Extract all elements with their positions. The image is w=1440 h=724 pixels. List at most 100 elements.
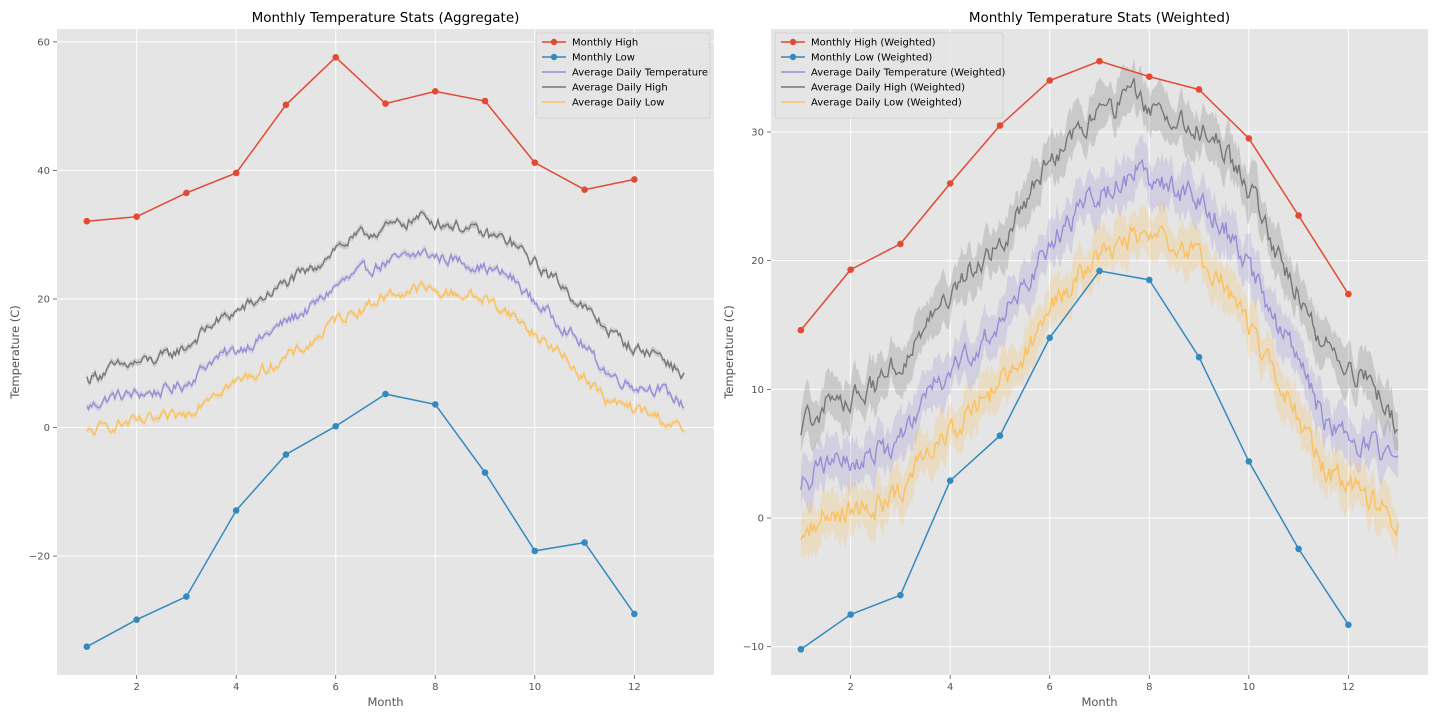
y-tick-label: −10 (743, 642, 764, 653)
chart-aggregate: 2 4 6 8 10 12 −20 0 20 40 60 Monthly Temperature St… (8, 10, 714, 709)
legend-label: Monthly High (572, 38, 638, 49)
data-point (1295, 212, 1302, 219)
x-tick-label: 8 (432, 682, 438, 693)
data-point (797, 645, 805, 653)
y-tick-label: 60 (37, 37, 50, 48)
data-point (897, 240, 904, 248)
series-line (800, 225, 1399, 541)
data-point (531, 159, 539, 166)
y-tick-label: −20 (29, 552, 50, 563)
x-axis-label: Month (367, 695, 403, 709)
data-point (183, 189, 190, 197)
legend-marker (550, 38, 558, 46)
data-point (1145, 73, 1153, 80)
data-point (1245, 135, 1253, 142)
x-axis-label: Month (1081, 695, 1117, 709)
x-tick-label: 4 (947, 682, 953, 693)
x-tick-label: 6 (1047, 682, 1053, 693)
plot-content (797, 57, 1399, 653)
data-point (282, 101, 290, 109)
legend-marker (789, 38, 797, 46)
legend-label: Average Daily High (Weighted) (811, 83, 965, 94)
data-point (1096, 267, 1103, 275)
data-point (1195, 353, 1203, 361)
legend-marker (550, 53, 558, 61)
data-point (382, 100, 389, 107)
legend-marker (789, 53, 797, 61)
x-tick-label: 8 (1146, 682, 1152, 693)
series-line (800, 60, 1350, 331)
data-point (481, 97, 489, 105)
data-point (232, 507, 240, 514)
data-point (1295, 545, 1302, 553)
plot-area (57, 29, 714, 675)
data-point (1245, 458, 1253, 465)
y-tick-label: 10 (751, 385, 764, 396)
data-point (531, 547, 539, 555)
data-point (1046, 77, 1054, 84)
series-line (86, 280, 685, 436)
x-tick-label: 4 (233, 682, 239, 693)
series-line (86, 56, 635, 222)
y-tick-label: 0 (44, 423, 50, 434)
series-line (86, 247, 685, 412)
data-point (847, 266, 854, 273)
legend-label: Monthly High (Weighted) (811, 38, 936, 49)
data-point (332, 53, 340, 61)
y-tick-label: 20 (37, 294, 50, 305)
plot-area (771, 29, 1428, 675)
x-tick-label: 2 (847, 682, 853, 693)
data-point (847, 611, 854, 618)
x-tick-label: 10 (1242, 682, 1255, 693)
x-tick-label: 12 (1342, 682, 1355, 693)
x-tick-label: 10 (528, 682, 541, 693)
legend-label: Average Daily Temperature (572, 68, 708, 79)
chart-title: Monthly Temperature Stats (Aggregate) (252, 10, 520, 26)
legend-label: Average Daily High (572, 83, 668, 94)
series-band (800, 133, 1399, 515)
series-line (86, 211, 685, 385)
data-point (1096, 57, 1103, 65)
data-point (581, 186, 588, 193)
series-line (800, 158, 1399, 492)
data-point (133, 616, 140, 624)
data-point (1195, 86, 1203, 93)
legend-box (535, 32, 711, 119)
data-point (431, 401, 439, 408)
series-line (800, 77, 1399, 436)
data-point (83, 643, 91, 651)
legend-box (774, 32, 1004, 119)
legend-label: Average Daily Low (Weighted) (811, 98, 962, 109)
data-point (1145, 276, 1153, 284)
legend: Monthly High Monthly Low Average Daily Tem… (535, 32, 711, 119)
data-point (797, 326, 805, 334)
x-tick-label: 6 (333, 682, 339, 693)
data-point (631, 176, 638, 183)
y-axis-label: Temperature (C) (8, 305, 22, 400)
plot-content (83, 53, 685, 651)
y-tick-label: 40 (37, 166, 50, 177)
legend-label: Average Daily Temperature (Weighted) (811, 68, 1005, 79)
data-point (133, 213, 140, 220)
series-band (800, 58, 1399, 454)
data-point (183, 593, 190, 600)
legend-label: Monthly Low (572, 53, 635, 64)
data-point (946, 477, 954, 484)
data-point (631, 610, 638, 618)
data-point (282, 451, 290, 458)
data-point (382, 390, 389, 398)
data-point (1345, 290, 1352, 298)
data-point (1046, 334, 1054, 342)
legend-label: Average Daily Low (572, 98, 664, 109)
data-point (897, 591, 904, 599)
data-point (83, 217, 91, 225)
chart-weighted: 2 4 6 8 10 12 −10 0 10 20 30 Monthly Temperature St… (722, 10, 1428, 709)
data-point (996, 432, 1004, 439)
data-point (996, 122, 1004, 129)
legend: Monthly High (Weighted) Monthly Low (Weig… (774, 32, 1005, 119)
y-tick-label: 20 (751, 256, 764, 267)
data-point (581, 539, 588, 546)
data-point (481, 469, 489, 476)
